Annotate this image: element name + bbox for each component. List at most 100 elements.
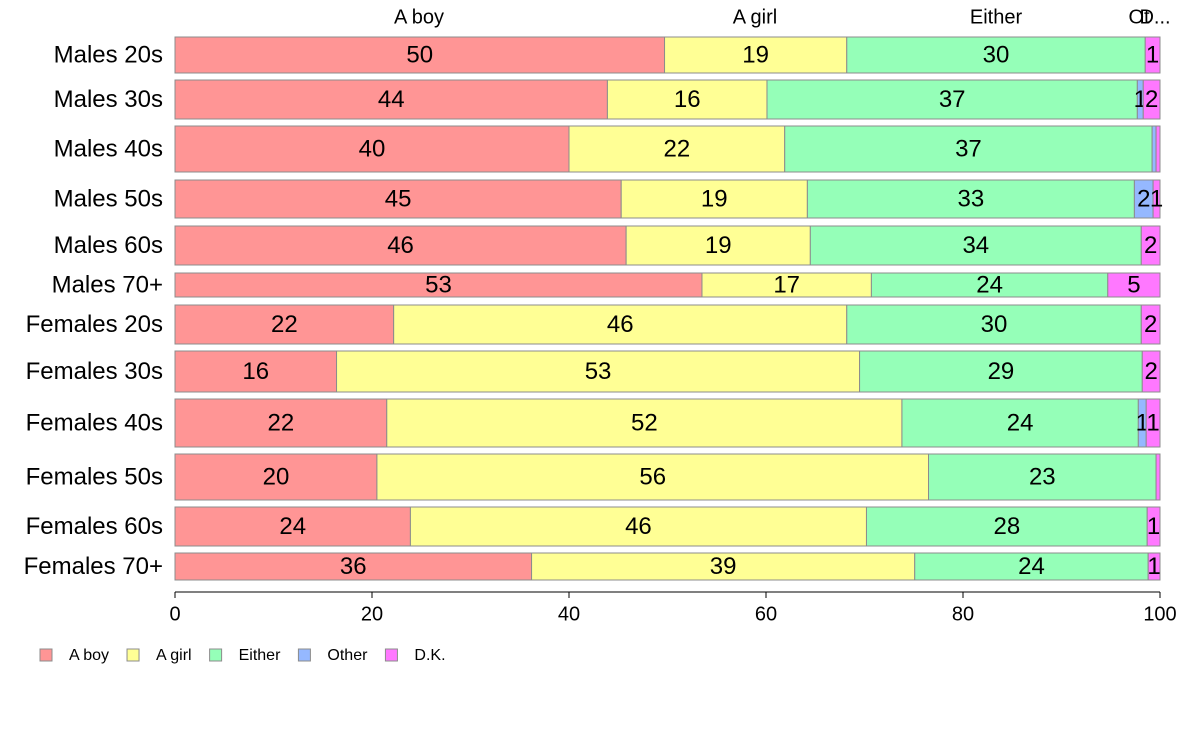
data-label: 44	[378, 86, 405, 113]
bar-segment	[1152, 179, 1161, 219]
data-label: 22	[664, 135, 691, 162]
x-tick-label: 100	[1143, 603, 1176, 625]
bar-segment	[1151, 125, 1157, 173]
bar-segment	[1155, 125, 1161, 173]
bar-segment	[174, 453, 378, 501]
data-label: 53	[585, 358, 612, 385]
data-label: 36	[340, 553, 367, 580]
category-label: Females 60s	[26, 513, 163, 540]
data-label: 1	[1146, 41, 1159, 68]
legend-swatch	[39, 648, 53, 662]
data-label: 16	[674, 86, 701, 113]
category-label: Males 60s	[54, 232, 163, 259]
x-tick-label: 20	[361, 603, 383, 625]
data-label: 24	[1007, 409, 1034, 436]
bar-segment	[174, 225, 627, 266]
data-label: 24	[976, 271, 1003, 298]
data-label: 1	[1150, 185, 1163, 212]
bar-segment	[1144, 36, 1161, 74]
series-top-label: Either	[970, 6, 1023, 28]
bar-segment	[174, 506, 411, 547]
data-label: 50	[406, 41, 433, 68]
data-label: 19	[742, 41, 769, 68]
bar-segment	[1142, 79, 1161, 120]
data-label: 2	[1144, 232, 1157, 259]
x-tick-label: 40	[558, 603, 580, 625]
data-label: 16	[242, 358, 269, 385]
legend-label: A boy	[69, 647, 109, 664]
data-label: 1	[1146, 409, 1159, 436]
data-label: 46	[387, 232, 414, 259]
data-label: 53	[425, 271, 452, 298]
x-tick-label: 80	[952, 603, 974, 625]
bar-segment	[766, 79, 1138, 120]
data-label: 28	[993, 513, 1020, 540]
bar-segment	[376, 453, 930, 501]
data-label: 24	[279, 513, 306, 540]
bar-segment	[393, 304, 848, 345]
data-label: 30	[983, 41, 1010, 68]
legend-label: Either	[239, 647, 281, 664]
bar-segment	[1141, 350, 1161, 393]
data-label: 1	[1136, 409, 1149, 436]
category-label: Females 50s	[26, 463, 163, 490]
bar-segment	[174, 552, 533, 581]
bar-segment	[1140, 225, 1161, 266]
bar-segment	[809, 225, 1142, 266]
category-label: Males 50s	[54, 185, 163, 212]
bar-segment	[1145, 398, 1161, 448]
data-label: 17	[773, 271, 800, 298]
bar-segment	[1146, 506, 1161, 547]
data-label: 33	[958, 185, 985, 212]
legend-label: A girl	[156, 647, 192, 664]
data-label: 30	[981, 311, 1008, 338]
bar-segment	[701, 272, 872, 298]
data-label: 40	[359, 135, 386, 162]
category-label: Males 20s	[54, 41, 163, 68]
data-label: 1	[1147, 513, 1160, 540]
bar-segment	[901, 398, 1139, 448]
data-label: 46	[625, 513, 652, 540]
data-label: 39	[710, 553, 737, 580]
data-label: 56	[639, 463, 666, 490]
data-label: 22	[271, 311, 298, 338]
bar-segment	[846, 304, 1142, 345]
data-label: 45	[385, 185, 412, 212]
data-label: 2	[1144, 311, 1157, 338]
data-label: 52	[631, 409, 658, 436]
legend-label: Other	[327, 647, 368, 664]
data-label: 5	[1127, 271, 1140, 298]
bar-segment	[174, 272, 703, 298]
series-top-label: D...	[1139, 6, 1170, 28]
category-label: Females 30s	[26, 358, 163, 385]
bar-segment	[606, 79, 768, 120]
legend-swatch	[297, 648, 311, 662]
data-label: 37	[955, 135, 982, 162]
data-label: 2	[1145, 86, 1158, 113]
data-label: 22	[268, 409, 295, 436]
category-label: Females 70+	[24, 553, 163, 580]
bar-segment	[664, 36, 848, 74]
data-label: 19	[705, 232, 732, 259]
bar-segment	[914, 552, 1149, 581]
category-label: Males 40s	[54, 135, 163, 162]
bar-segment	[870, 272, 1109, 298]
bar-segment	[1155, 453, 1161, 501]
bar-segment	[336, 350, 861, 393]
data-label: 1	[1147, 553, 1160, 580]
bar-segment	[409, 506, 867, 547]
data-label: 2	[1144, 358, 1157, 385]
bar-segment	[625, 225, 811, 266]
legend-swatch	[126, 648, 140, 662]
data-label: 29	[988, 358, 1015, 385]
x-tick-label: 60	[755, 603, 777, 625]
category-label: Males 30s	[54, 86, 163, 113]
data-label: 46	[607, 311, 634, 338]
data-label: 19	[701, 185, 728, 212]
category-label: Females 40s	[26, 409, 163, 436]
bar-segment	[174, 79, 608, 120]
data-label: 37	[939, 86, 966, 113]
bar-segment	[784, 125, 1153, 173]
bar-segment	[1147, 552, 1161, 581]
